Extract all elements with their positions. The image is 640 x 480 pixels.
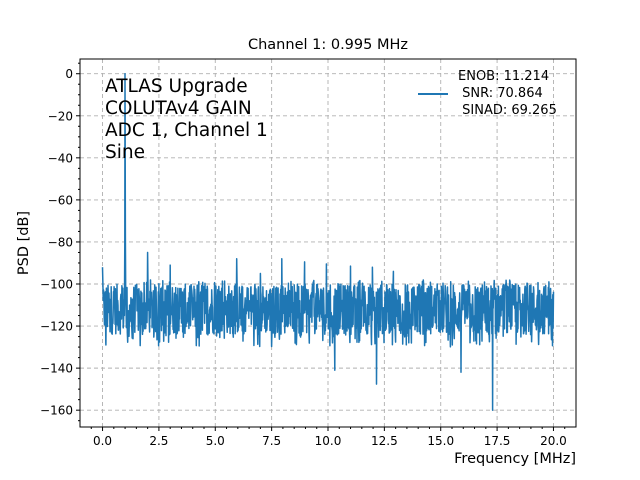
x-axis: 0.0 2.5 5.0 7.5 10.0 12.5 15.0 17.5 20.0 (90, 427, 567, 448)
y-tick-label: −60 (48, 193, 73, 207)
legend-snr: SNR: 70.864 (458, 86, 543, 101)
x-tick-label: 7.5 (262, 434, 281, 448)
plot-area (101, 72, 555, 411)
y-tick-label: 0 (65, 67, 73, 81)
chart-title: Channel 1: 0.995 MHz (248, 37, 408, 53)
annotation-line: Sine (105, 142, 145, 163)
psd-series-line (101, 72, 555, 411)
x-tick-label: 10.0 (315, 434, 342, 448)
y-tick-label: −20 (48, 109, 73, 123)
x-axis-label: Frequency [MHz] (454, 451, 576, 467)
legend-enob: ENOB: 11.214 (458, 69, 549, 84)
y-tick-label: −100 (40, 278, 73, 292)
y-tick-label: −80 (48, 235, 73, 249)
x-tick-label: 2.5 (149, 434, 168, 448)
annotation-line: ATLAS Upgrade (105, 76, 248, 97)
legend: ENOB: 11.214 SNR: 70.864 SINAD: 69.265 (418, 69, 557, 118)
x-tick-label: 15.0 (427, 434, 454, 448)
x-tick-label: 5.0 (206, 434, 225, 448)
y-tick-label: −40 (48, 151, 73, 165)
annotation-line: ADC 1, Channel 1 (105, 120, 268, 141)
y-axis: 0 −20 −40 −60 −80 −100 −120 −140 −160 (40, 62, 80, 422)
annotation: ATLAS Upgrade COLUTAv4 GAIN ADC 1, Chann… (105, 76, 268, 163)
y-axis-label: PSD [dB] (16, 211, 32, 275)
x-tick-label: 12.5 (371, 434, 398, 448)
legend-sinad: SINAD: 69.265 (458, 103, 557, 118)
y-tick-label: −160 (40, 404, 73, 418)
x-tick-label: 20.0 (540, 434, 567, 448)
annotation-line: COLUTAv4 GAIN (105, 98, 252, 119)
y-tick-label: −120 (40, 320, 73, 334)
x-tick-label: 0.0 (93, 434, 112, 448)
x-tick-label: 17.5 (484, 434, 511, 448)
grid (80, 59, 576, 427)
y-tick-label: −140 (40, 362, 73, 376)
